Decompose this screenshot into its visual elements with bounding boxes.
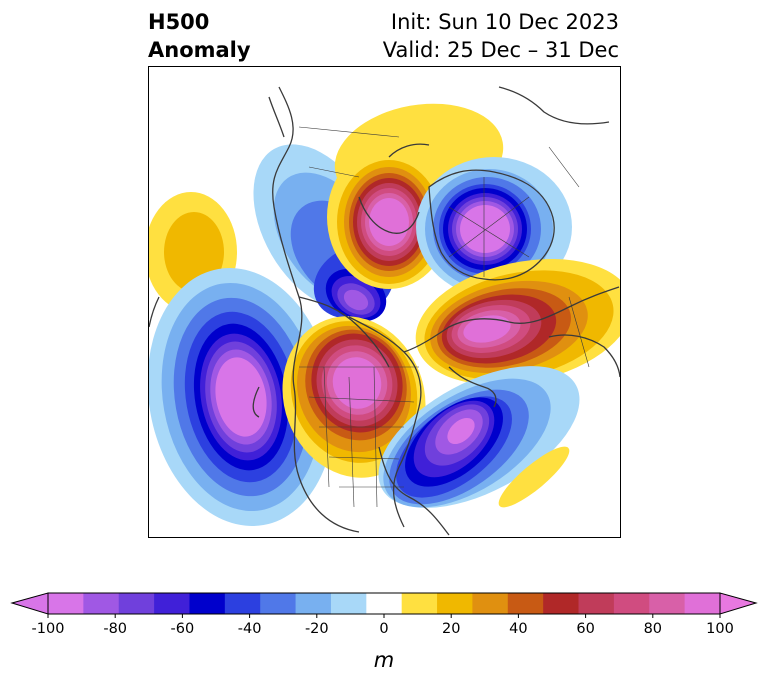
colorbar-tick-label: -40 — [238, 621, 262, 637]
colorbar-segment — [472, 593, 509, 614]
anomaly-north-america-positive — [282, 316, 426, 478]
date-info: Init: Sun 10 Dec 2023 Valid: 25 Dec – 31… — [383, 8, 619, 64]
colorbar-segment — [578, 593, 615, 614]
colorbar-tick-label: -100 — [32, 621, 65, 637]
colorbar-segment — [224, 593, 261, 614]
anomaly-europe-positive — [415, 259, 620, 385]
political-borders — [298, 126, 590, 508]
colorbar-segment — [684, 593, 721, 614]
colorbar-segment — [83, 593, 120, 614]
colorbar-unit-label: m — [374, 648, 394, 672]
colorbar-segment — [330, 593, 367, 614]
colorbar-segment — [295, 593, 332, 614]
valid-range: Valid: 25 Dec – 31 Dec — [382, 38, 619, 62]
anomaly-atlantic-small-positive — [498, 446, 570, 508]
colorbar-segment — [437, 593, 473, 614]
colorbar-tick-label: 40 — [509, 621, 527, 637]
colorbar-segment — [154, 593, 190, 614]
colorbar-segment — [366, 593, 403, 614]
colorbar-segment — [507, 593, 544, 614]
anomaly-subtitle: Anomaly — [148, 38, 251, 62]
colorbar-tick-label: 20 — [442, 621, 460, 637]
anomaly-fields — [149, 103, 620, 527]
chart-title: H500 Anomaly — [148, 8, 251, 64]
anomaly-greenland-negative — [416, 157, 572, 297]
colorbar-tick-label: -60 — [171, 621, 195, 637]
colorbar-segment — [260, 593, 297, 614]
colorbar-segment — [613, 593, 650, 614]
colorbar-tick-label: 80 — [644, 621, 662, 637]
colorbar-tick-label: 0 — [379, 621, 388, 637]
colorbar-extend-min — [10, 592, 49, 615]
variable-title: H500 — [148, 10, 210, 34]
colorbar-segment — [189, 593, 226, 614]
init-date: Init: Sun 10 Dec 2023 — [390, 10, 619, 34]
colorbar-tick-label: -80 — [103, 621, 127, 637]
colorbar: -100 -80 -60 -40 -20 0 20 40 60 80 100 m — [10, 592, 758, 672]
colorbar-segment — [401, 593, 438, 614]
anomaly-map — [148, 66, 621, 538]
colorbar-ticks: -100 -80 -60 -40 -20 0 20 40 60 80 100 — [32, 614, 734, 637]
colorbar-segments — [48, 593, 721, 614]
colorbar-segment — [118, 593, 155, 614]
map-svg — [149, 86, 620, 536]
colorbar-segment — [48, 593, 84, 614]
colorbar-segment — [649, 593, 686, 614]
colorbar-extend-max — [719, 592, 758, 615]
colorbar-tick-label: 60 — [576, 621, 594, 637]
anomaly-alaska-negative — [149, 267, 335, 527]
colorbar-tick-label: -20 — [305, 621, 329, 637]
colorbar-tick-label: 100 — [706, 621, 734, 637]
anomaly-north-atlantic-negative — [378, 366, 580, 508]
colorbar-segment — [543, 593, 580, 614]
anomaly-arctic-positive — [327, 103, 504, 289]
